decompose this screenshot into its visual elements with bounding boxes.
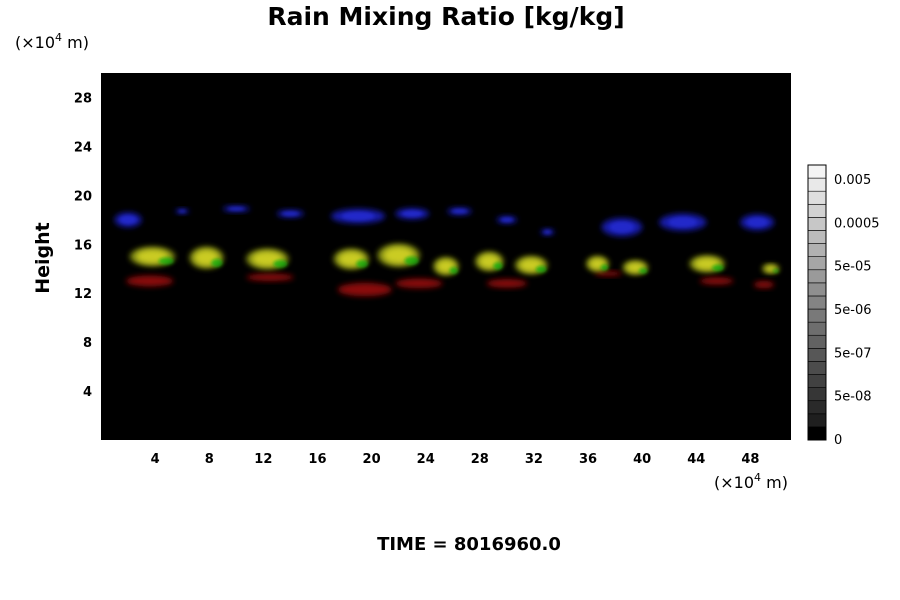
colorbar-label: 0.005 [834, 173, 871, 188]
chart-title: Rain Mixing Ratio [kg/kg] [267, 2, 624, 31]
blue-band-core [668, 217, 697, 228]
green-band-blob [773, 269, 779, 273]
colorbar-label: 0.0005 [834, 216, 880, 231]
green-band-blob [404, 256, 419, 266]
colorbar-segment [807, 164, 827, 179]
red-band-blob [337, 282, 392, 297]
colorbar-label: 5e-06 [834, 303, 872, 318]
colorbar-segment [807, 348, 827, 362]
x-tick-label: 32 [525, 452, 543, 467]
colorbar-segment [807, 269, 827, 284]
green-band-blob [712, 264, 724, 271]
feature-layer [114, 205, 780, 297]
blue-band-core [543, 230, 552, 234]
x-tick-label: 20 [363, 452, 381, 467]
x-tick-label: 24 [417, 452, 435, 467]
blue-band-core [402, 210, 423, 217]
time-label: TIME = 8016960.0 [377, 534, 561, 555]
colorbar-labels: 0.005 0.0005 5e-05 5e-06 5e-07 5e-08 0 [834, 173, 880, 448]
blue-band-core [282, 211, 299, 216]
colorbar-segment [807, 374, 827, 388]
y-tick-label: 28 [74, 91, 92, 106]
red-band-blob [594, 271, 622, 277]
colorbar-segment [807, 203, 827, 218]
x-unit-label: (×104 m) [714, 471, 788, 492]
colorbar-segment [807, 321, 827, 336]
colorbar-segment [807, 426, 827, 441]
colorbar-segment [807, 230, 827, 244]
x-tick-label: 40 [633, 452, 651, 467]
colorbar [807, 164, 827, 441]
red-band-blob [699, 277, 734, 285]
blue-band-core [500, 217, 513, 223]
x-tick-labels: 4 8 12 16 20 24 28 32 36 40 44 48 [151, 452, 760, 467]
x-tick-label: 12 [254, 452, 272, 467]
red-band-blob [126, 275, 174, 287]
colorbar-segment [807, 177, 827, 192]
y-tick-label: 12 [74, 287, 92, 302]
x-tick-label: 4 [151, 452, 160, 467]
x-tick-label: 28 [471, 452, 489, 467]
blue-band-core [747, 217, 768, 228]
y-tick-label: 24 [74, 140, 92, 155]
x-tick-label: 16 [308, 452, 326, 467]
blue-band-core [119, 215, 137, 225]
colorbar-segment [807, 256, 827, 271]
colorbar-segment [807, 243, 827, 257]
colorbar-segment [807, 361, 827, 375]
blue-band-core [452, 209, 467, 214]
blue-band-core [341, 211, 375, 221]
colorbar-segment [807, 308, 827, 323]
x-tick-label: 8 [205, 452, 214, 467]
green-band-blob [356, 259, 369, 268]
colorbar-label: 5e-08 [834, 390, 872, 405]
colorbar-segment [807, 217, 827, 231]
colorbar-segment [807, 413, 827, 428]
colorbar-label: 5e-07 [834, 346, 872, 361]
green-band-blob [600, 264, 609, 271]
y-tick-label: 20 [74, 189, 92, 204]
green-band-blob [158, 257, 174, 265]
colorbar-segment [807, 190, 827, 205]
colorbar-segment [807, 282, 827, 297]
green-band-blob [535, 265, 547, 273]
blue-band-core [609, 221, 635, 233]
y-tick-labels: 4 8 12 16 20 24 28 [74, 91, 92, 400]
green-band-blob [211, 258, 223, 268]
red-band-blob [753, 280, 775, 289]
blue-band-core [178, 209, 187, 213]
colorbar-segment [807, 387, 827, 402]
colorbar-label: 0 [834, 433, 842, 448]
colorbar-frame [807, 164, 827, 441]
red-band-blob [395, 278, 443, 289]
y-axis-title: Height [32, 222, 54, 294]
x-tick-label: 44 [687, 452, 705, 467]
colorbar-segment [807, 334, 827, 349]
x-tick-label: 36 [579, 452, 597, 467]
colorbar-label: 5e-05 [834, 260, 872, 275]
colorbar-segment [807, 400, 827, 415]
green-band-blob [493, 262, 503, 270]
green-band-blob [273, 259, 288, 268]
red-band-blob [486, 279, 528, 288]
green-band-blob [638, 268, 648, 274]
colorbar-segment [807, 295, 827, 310]
y-unit-label: (×104 m) [15, 31, 89, 52]
y-tick-label: 4 [83, 385, 92, 400]
red-band-blob [246, 273, 294, 281]
y-tick-label: 8 [83, 336, 92, 351]
blue-band-core [228, 206, 245, 211]
x-tick-label: 48 [741, 452, 759, 467]
y-tick-label: 16 [74, 238, 92, 253]
green-band-blob [449, 267, 459, 274]
